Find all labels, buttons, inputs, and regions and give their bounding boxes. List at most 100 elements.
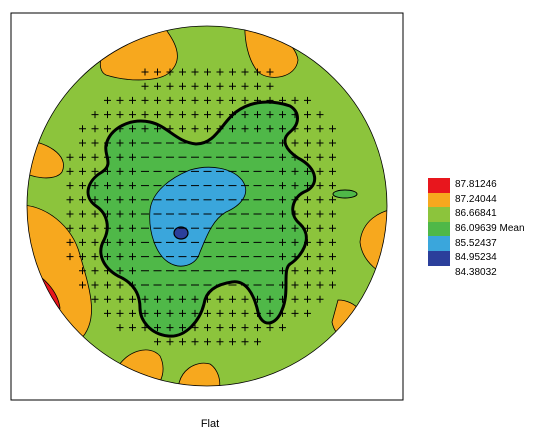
plus-mark [79,267,86,275]
plus-mark [129,224,136,232]
plus-mark [154,68,161,76]
plus-mark [141,309,149,317]
plus-mark [166,338,174,346]
color-legend: 87.81246 87.24044 86.66841 86.09639 Mean 85.… [428,178,525,281]
plus-mark [79,153,86,161]
plus-mark [116,238,124,246]
contour-region-high [359,207,387,283]
plus-mark [66,224,74,232]
plus-mark [166,68,174,76]
plus-mark [279,238,286,246]
plus-mark [204,338,211,346]
plus-mark [304,196,311,204]
plus-mark [304,224,311,232]
plus-mark [254,111,261,119]
plus-mark [279,253,286,261]
plus-mark [141,125,149,133]
legend-label: 84.95234 [455,252,497,264]
plus-mark [166,96,174,104]
plus-mark [104,153,111,161]
plus-mark [304,210,311,218]
plus-mark [66,238,74,246]
plus-mark [304,295,311,303]
contour-region-low [149,166,247,267]
plus-mark [154,338,161,346]
plus-mark [241,111,249,119]
plus-mark [179,125,186,133]
plus-mark [104,238,111,246]
plus-mark [329,238,336,246]
plus-mark [179,324,186,332]
contour-region-island [332,189,358,199]
plus-mark [291,196,299,204]
legend-swatch [428,236,450,251]
plus-mark [241,295,249,303]
plus-mark [104,253,111,261]
plus-mark [79,139,86,147]
legend-swatch [428,221,450,237]
plus-mark [91,111,99,119]
plus-mark [129,153,136,161]
plus-mark [254,324,261,332]
plus-mark [191,82,199,90]
plus-mark [279,210,286,218]
plus-mark [229,82,236,90]
plus-mark [304,238,311,246]
plus-mark [166,324,174,332]
plus-mark [116,182,124,190]
plus-mark [316,295,324,303]
plus-mark [229,295,236,303]
plus-mark [179,96,186,104]
plus-mark [329,139,336,147]
contour-region-min [173,226,189,240]
plus-mark [104,210,111,218]
plus-mark [304,153,311,161]
plus-mark [91,182,99,190]
plus-mark [204,295,211,303]
plus-mark [279,196,286,204]
plus-mark [129,167,136,175]
plus-mark [116,324,124,332]
plus-mark [279,224,286,232]
plus-mark [66,253,74,261]
plus-mark [241,68,249,76]
plus-mark [91,196,99,204]
plus-mark [116,253,124,261]
plus-mark [266,125,274,133]
plus-mark [116,267,124,275]
plus-mark [316,139,324,147]
plus-mark [304,182,311,190]
plus-mark [179,82,186,90]
plus-mark [116,153,124,161]
plus-mark [291,253,299,261]
plus-mark [291,224,299,232]
plus-mark [279,295,286,303]
plus-mark [191,324,199,332]
plus-mark [116,111,124,119]
plus-mark [91,153,99,161]
plus-mark [129,182,136,190]
plus-mark [291,210,299,218]
plus-mark [329,267,336,275]
plus-mark [166,111,174,119]
plus-mark [266,309,274,317]
plus-mark [254,125,261,133]
plus-mark [91,281,99,289]
legend-item: 87.81246 [428,178,525,193]
plus-mark [179,68,186,76]
plus-mark [229,125,236,133]
plus-mark [229,111,236,119]
plus-mark [279,96,286,104]
plus-mark [266,82,274,90]
plus-mark [329,210,336,218]
plus-mark [154,125,161,133]
plus-mark [129,111,136,119]
plus-mark [279,153,286,161]
plus-mark [191,338,199,346]
plus-mark [329,253,336,261]
plus-mark [266,324,274,332]
plus-mark [141,96,149,104]
plus-mark [329,182,336,190]
sampling-marks [66,68,336,346]
plus-mark [116,167,124,175]
